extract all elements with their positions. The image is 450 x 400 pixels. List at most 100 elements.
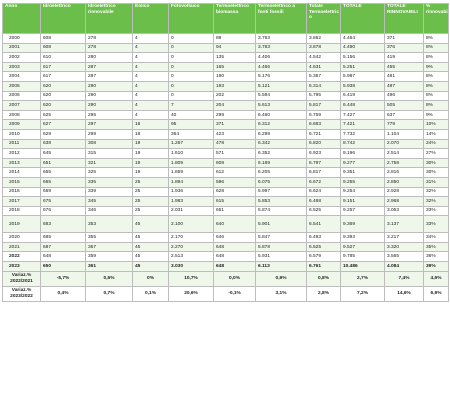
cell-termoelettrico-fossili: 6.298 <box>255 128 307 140</box>
cell-percent-rinnovabili: 8% <box>423 71 449 82</box>
cell-termoelettrico-fossili: 6.460 <box>255 109 307 121</box>
cell-idroelettrico: 625 <box>40 109 86 121</box>
cell-termoelettrico-biomassa: 423 <box>213 128 256 140</box>
cell-percent-rinnovabili: 35% <box>423 241 449 253</box>
cell-idroelettrico: 651 <box>40 157 86 169</box>
cell-termoelettrico-biomassa: 371 <box>213 119 256 130</box>
cell-eolico: 4 <box>132 80 169 92</box>
cell-totale-rinnovabili: 487 <box>384 80 424 92</box>
variation-label: Variaz.% 2023/2022 <box>2 285 41 302</box>
cell-termoelettrico-biomassa: 615 <box>213 196 256 207</box>
cell-totale-termoelettrico: 6.797 <box>306 157 341 169</box>
cell-totale: 4.490 <box>340 42 385 54</box>
header-totale-termoelettrico: Totale Termoelettric o <box>306 3 341 34</box>
cell-eolico: 25 <box>132 205 169 217</box>
cell-totale-rinnovabili: 505 <box>384 100 424 111</box>
cell-termoelettrico-biomassa: 571 <box>213 148 256 159</box>
cell-totale-rinnovabili: 371 <box>384 33 424 44</box>
cell-totale-termoelettrico: 6.525 <box>306 205 341 217</box>
header-termoelettrico-fossili: Termoelettrico a fonti fossili <box>255 3 307 34</box>
cell-anno: 2019 <box>2 215 41 234</box>
cell-percent-rinnovabili: 33% <box>423 205 449 217</box>
cell-idroelettrico-rinnovabile: 287 <box>85 71 133 82</box>
cell-totale-termoelettrico: 6.721 <box>306 128 341 140</box>
cell-idroelettrico-rinnovabile: 353 <box>85 215 133 234</box>
cell-termoelettrico-biomassa: 89 <box>213 33 256 44</box>
cell-totale-termoelettrico: 5.314 <box>306 80 341 92</box>
cell-anno: 2002 <box>2 52 41 63</box>
variation-percent-rinnovabili: 4,5% <box>423 270 449 287</box>
cell-totale-rinnovabili: 376 <box>384 42 424 54</box>
cell-idroelettrico-rinnovabile: 359 <box>85 251 133 263</box>
cell-idroelettrico: 683 <box>40 215 86 234</box>
cell-idroelettrico-rinnovabile: 361 <box>85 261 133 272</box>
cell-totale: 9.527 <box>340 241 385 253</box>
cell-totale: 7.421 <box>340 119 385 130</box>
cell-eolico: 4 <box>132 90 169 102</box>
cell-percent-rinnovabili: 30% <box>423 167 449 178</box>
table-row: 2018 676 346 25 2.031 651 5.874 6.525 9.257 3.053… <box>2 205 449 217</box>
cell-eolico: 4 <box>132 71 169 82</box>
cell-anno: 2011 <box>2 138 41 150</box>
cell-termoelettrico-biomassa: 596 <box>213 176 256 188</box>
cell-percent-rinnovabili: 14% <box>423 128 449 140</box>
variation-termoelettrico-biomassa: -0,1% <box>213 285 256 302</box>
cell-termoelettrico-fossili: 5.878 <box>255 241 307 253</box>
cell-anno: 2010 <box>2 128 41 140</box>
cell-eolico: 25 <box>132 196 169 207</box>
cell-totale-termoelettrico: 6.683 <box>306 119 341 130</box>
cell-idroelettrico-rinnovabile: 290 <box>85 90 133 102</box>
cell-fotovoltaico: 0 <box>168 61 214 73</box>
table-row: 2021 687 357 45 2.270 648 5.878 6.525 9.527 3.320… <box>2 241 449 253</box>
table-row: 2002 610 280 4 0 135 4.406 4.542 5.156 419 8% <box>2 52 449 63</box>
variation-row: Variaz.% 2023/2022 0,4% 0,7% 0,1% 20,6% -0,1%… <box>2 285 449 302</box>
cell-idroelettrico: 645 <box>40 148 86 159</box>
cell-totale-rinnovabili: 455 <box>384 61 424 73</box>
cell-percent-rinnovabili: 8% <box>423 80 449 92</box>
cell-totale-termoelettrico: 5.817 <box>306 100 341 111</box>
cell-termoelettrico-fossili: 6.205 <box>255 167 307 178</box>
cell-totale: 9.277 <box>340 157 385 169</box>
cell-idroelettrico: 617 <box>40 61 86 73</box>
cell-eolico: 4 <box>132 42 169 54</box>
cell-termoelettrico-fossili: 5.931 <box>255 251 307 263</box>
cell-percent-rinnovabili: 36% <box>423 251 449 263</box>
variation-totale-termoelettrico: 2,8% <box>306 285 341 302</box>
cell-totale-rinnovabili: 2.968 <box>384 196 424 207</box>
cell-termoelettrico-biomassa: 648 <box>213 261 256 272</box>
cell-fotovoltaico: 2.513 <box>168 251 214 263</box>
cell-anno: 2004 <box>2 71 41 82</box>
variation-totale-rinnovabili: 14,6% <box>384 285 424 302</box>
cell-idroelettrico-rinnovabile: 280 <box>85 52 133 63</box>
variation-totale: 2,7% <box>340 270 385 287</box>
variation-idroelettrico-rinnovabile: 0,5% <box>85 270 133 287</box>
cell-totale-termoelettrico: 6.468 <box>306 196 341 207</box>
cell-eolico: 25 <box>132 176 169 188</box>
cell-fotovoltaico: 364 <box>168 128 214 140</box>
cell-idroelettrico-rinnovabile: 287 <box>85 61 133 73</box>
cell-totale: 5.987 <box>340 71 385 82</box>
cell-eolico: 4 <box>132 100 169 111</box>
cell-termoelettrico-biomassa: 612 <box>213 167 256 178</box>
cell-idroelettrico-rinnovabile: 339 <box>85 186 133 198</box>
cell-eolico: 19 <box>132 157 169 169</box>
variation-idroelettrico-rinnovabile: 0,7% <box>85 285 133 302</box>
cell-fotovoltaico: 1.610 <box>168 148 214 159</box>
cell-idroelettrico: 676 <box>40 205 86 217</box>
table-row: 2004 617 287 4 0 190 5.176 5.367 5.987 481 8% <box>2 71 449 82</box>
cell-percent-rinnovabili: 27% <box>423 148 449 159</box>
cell-percent-rinnovabili: 8% <box>423 42 449 54</box>
cell-idroelettrico: 687 <box>40 241 86 253</box>
cell-anno: 2012 <box>2 148 41 159</box>
cell-anno: 2015 <box>2 176 41 188</box>
cell-termoelettrico-biomassa: 478 <box>213 138 256 150</box>
cell-termoelettrico-biomassa: 608 <box>213 157 256 169</box>
cell-totale-termoelettrico: 5.795 <box>306 90 341 102</box>
cell-termoelettrico-fossili: 6.342 <box>255 138 307 150</box>
cell-anno: 2001 <box>2 42 41 54</box>
cell-termoelettrico-fossili: 6.075 <box>255 176 307 188</box>
cell-totale-termoelettrico: 6.493 <box>306 232 341 243</box>
cell-fotovoltaico: 1.894 <box>168 176 214 188</box>
cell-termoelettrico-fossili: 5.853 <box>255 196 307 207</box>
cell-eolico: 45 <box>132 261 169 272</box>
